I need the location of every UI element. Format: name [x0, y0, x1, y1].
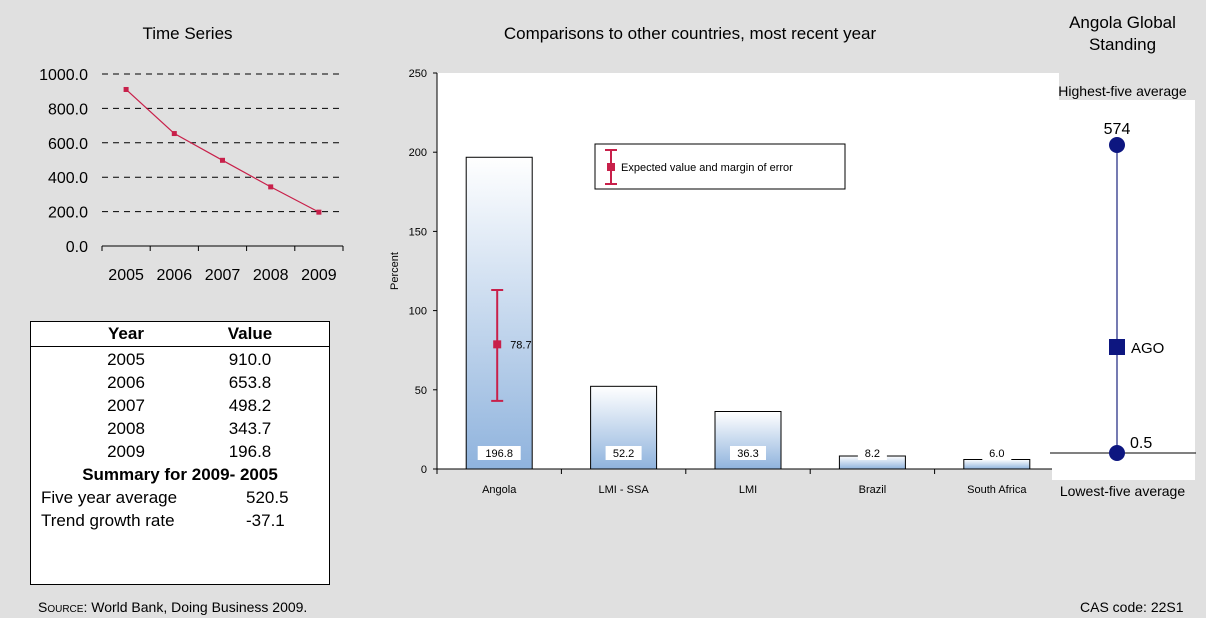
cmp-y-tick-label: 250 — [409, 68, 427, 80]
bar — [465, 156, 533, 470]
bar-value-box — [982, 446, 1012, 460]
high-point — [1109, 137, 1125, 153]
y-axis-label: Percent — [389, 252, 401, 290]
comparison-title: Comparisons to other countries, most rec… — [503, 24, 877, 43]
bar-value-box — [730, 446, 766, 460]
header-value: Value — [227, 324, 273, 343]
low-point — [1109, 445, 1125, 461]
category-label: Brazil — [859, 484, 887, 496]
table-row: 2005 910.0 — [107, 350, 272, 369]
comparison-chart: 250 200 150 100 50 0 Percent 196.8 52.2 36.3 8.2… — [389, 68, 1060, 496]
ts-data-point — [220, 157, 225, 163]
time-series-chart: 1000.0 800.0 600.0 400.0 200.0 0.0 2005 2006 20… — [39, 67, 344, 284]
ts-data-point — [123, 86, 129, 92]
legend-box: Expected value and margin of error — [594, 143, 846, 190]
category-label: South Africa — [967, 484, 1027, 496]
lowest-five-label: Lowest-five average — [1059, 483, 1186, 499]
ts-x-tick-label: 2008 — [253, 267, 289, 284]
time-series-title: Time Series — [142, 24, 233, 43]
ts-x-tick-label: 2006 — [157, 267, 193, 284]
ts-y-tick-label: 0.0 — [66, 239, 88, 256]
summary-title: Summary for 2009- 2005 — [82, 465, 278, 484]
bar-value-box — [477, 446, 521, 460]
category-label: Angola — [482, 484, 517, 496]
trend-row: Trend growth rate -37.1 — [41, 511, 285, 530]
ts-data-point — [316, 209, 322, 215]
bar-value-box — [857, 446, 887, 460]
ts-y-tick-label: 200.0 — [48, 205, 88, 222]
expected-value-label: 78.7 — [510, 339, 531, 351]
bar-value-label: 6.0 — [989, 448, 1004, 460]
ts-data-point — [268, 184, 274, 190]
ts-x-tick-label: 2009 — [301, 267, 337, 284]
cmp-y-tick-label: 200 — [409, 147, 427, 159]
ts-y-tick-label: 600.0 — [48, 136, 88, 153]
plot-area — [437, 73, 1059, 469]
category-label: LMI — [739, 484, 757, 496]
table-row: 2009 196.8 — [107, 442, 272, 461]
bar-value-label: 36.3 — [737, 448, 758, 460]
bar — [963, 458, 1031, 470]
cmp-y-tick-label: 50 — [415, 385, 427, 397]
category-label: LMI - SSA — [599, 484, 650, 496]
cas-code: CAS code: 22S1 — [1080, 599, 1184, 615]
bar-value-box — [605, 446, 642, 460]
country-code: AGO — [1131, 340, 1164, 357]
ts-series-line — [125, 89, 320, 213]
ts-y-tick-label: 1000.0 — [39, 67, 88, 84]
expected-value-point — [493, 340, 502, 349]
ts-x-tick-label: 2005 — [108, 267, 144, 284]
ts-y-tick-label: 800.0 — [48, 101, 88, 118]
table-header: Year Value — [31, 324, 329, 347]
table-row: 2007 498.2 — [107, 396, 272, 415]
bar-value-label: 196.8 — [485, 448, 513, 460]
ts-data-point — [171, 131, 177, 137]
bar-value-label: 8.2 — [865, 448, 880, 460]
five-year-row: Five year average 520.5 — [41, 488, 289, 507]
bar — [714, 411, 782, 470]
bar-value-label: 52.2 — [613, 448, 634, 460]
cmp-y-tick-label: 0 — [421, 464, 427, 476]
highest-five-label: Highest-five average — [1058, 83, 1187, 99]
table-row: 2006 653.8 — [107, 373, 272, 392]
standing-title: Angola Global Standing — [1069, 13, 1176, 54]
country-marker — [1109, 339, 1125, 355]
standing-chart: 574 AGO 0.5 — [1050, 100, 1196, 480]
expected-value-marker — [491, 289, 504, 402]
summary-table: Year Value 2005 910.0 2006 653.8 2007 498.2… — [30, 321, 330, 585]
ts-x-tick-label: 2007 — [205, 267, 241, 284]
table-row: 2008 343.7 — [107, 419, 272, 438]
low-value: 0.5 — [1130, 435, 1152, 452]
source-note: Source: World Bank, Doing Business 2009. — [38, 599, 308, 615]
legend-label: Expected value and margin of error — [621, 162, 793, 174]
cmp-y-tick-label: 150 — [409, 226, 427, 238]
header-year: Year — [108, 324, 144, 343]
cmp-y-tick-label: 100 — [409, 306, 427, 318]
ts-y-tick-label: 400.0 — [48, 170, 88, 187]
high-value: 574 — [1104, 121, 1131, 138]
